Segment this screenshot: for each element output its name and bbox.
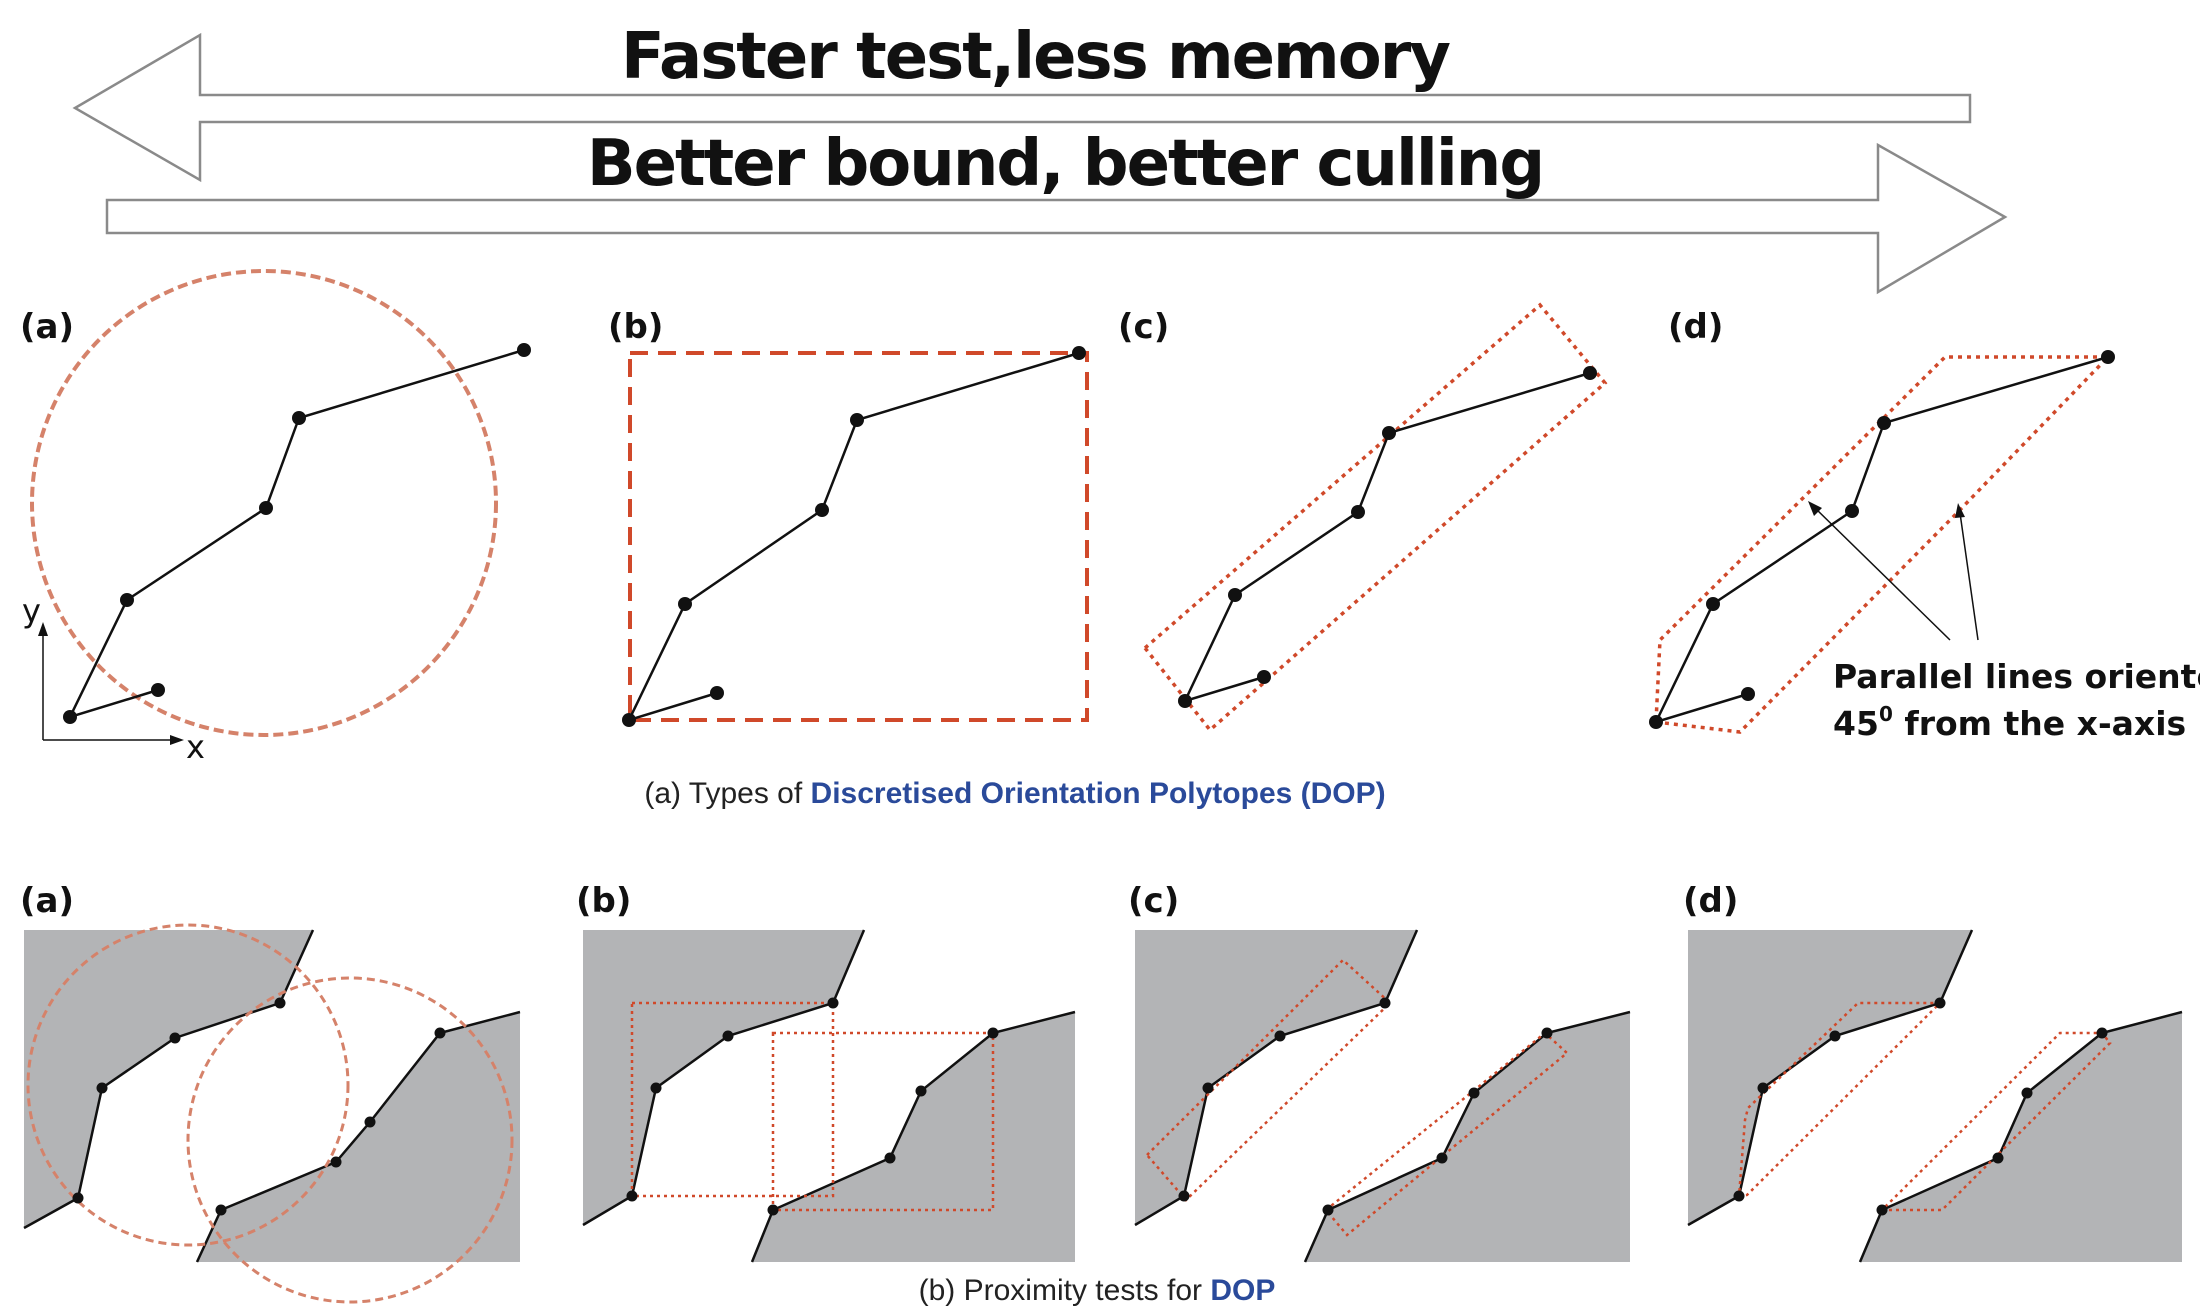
left-obb [1145,958,1392,1202]
chain-points [63,343,531,724]
point-chain [1182,371,1591,704]
left-surface [1688,930,1972,1225]
right-surface [1305,1012,1630,1262]
top-panel-b-label: (b) [608,307,663,347]
y-axis-label: y [22,592,41,630]
bottom-panel-c: (c) [1128,881,1631,1263]
x-axis-label: x [186,728,205,766]
bottom-panel-d: (d) [1683,881,2183,1263]
chain-points [622,346,1086,727]
left-arrow [72,32,1972,183]
left-aabb [630,1001,835,1198]
top-panel-c: (c) [1118,302,1608,733]
left-edge [1134,929,1419,1227]
top-panel-d: (d) Parallel lines oriented 450 from the… [1649,307,2200,743]
chain-points [1178,997,1553,1216]
chain-points [1178,366,1597,708]
oriented-box [1142,302,1608,733]
point-chain [1653,355,2109,725]
left-surface [1135,930,1417,1225]
top-panel-b: (b) [608,307,1089,727]
axes [38,622,184,745]
left-edge [1687,929,1974,1227]
right-arrow [105,142,2008,295]
right-surface [752,1012,1075,1262]
annotation-line-1: Parallel lines oriented [1833,657,2200,696]
bottom-panel-b: (b) [576,881,1076,1263]
right-edge [1303,1010,1631,1263]
top-panel-c-label: (c) [1118,307,1169,347]
right-k-dop [1878,1031,2112,1212]
right-edge [195,1010,521,1263]
annotation-pointers [1808,501,1979,641]
left-k-dop [1737,1001,1944,1198]
chain-points [626,997,999,1216]
left-surface [583,930,864,1225]
better-bound-label: Better bound, better culling [587,127,1543,201]
top-panel-a-label: (a) [20,307,74,347]
right-surface [1860,1012,2182,1262]
top-panel-a: (a) y x [20,269,531,766]
left-bounding-sphere [26,923,350,1247]
right-bounding-sphere [186,976,514,1304]
bounding-sphere [30,269,498,737]
right-edge [750,1010,1076,1263]
top-panel-d-label: (d) [1668,307,1723,347]
point-chain [67,348,525,720]
right-aabb [771,1031,995,1212]
point-chain [626,351,1080,723]
chain-points [1649,350,2115,729]
bottom-panel-b-label: (b) [576,881,631,921]
faster-test-label: Faster test,less memory [621,20,1450,94]
right-edge [1858,1010,2183,1263]
left-edge [582,929,866,1227]
bottom-panel-a: (a) [20,881,521,1304]
bottom-caption: (b) Proximity tests for DOP [919,1274,1276,1307]
annotation-line-2: 450 from the x-axis [1833,702,2186,743]
k-dop-polytope [1654,355,2113,734]
bottom-panel-a-label: (a) [20,881,74,921]
bottom-panel-d-label: (d) [1683,881,1738,921]
axis-aligned-box [628,351,1089,722]
bottom-panel-c-label: (c) [1128,881,1179,921]
chain-points [1733,997,2108,1216]
top-caption: (a) Types of Discretised Orientation Pol… [644,777,1385,810]
left-surface [24,930,313,1228]
chain-points [72,997,446,1216]
